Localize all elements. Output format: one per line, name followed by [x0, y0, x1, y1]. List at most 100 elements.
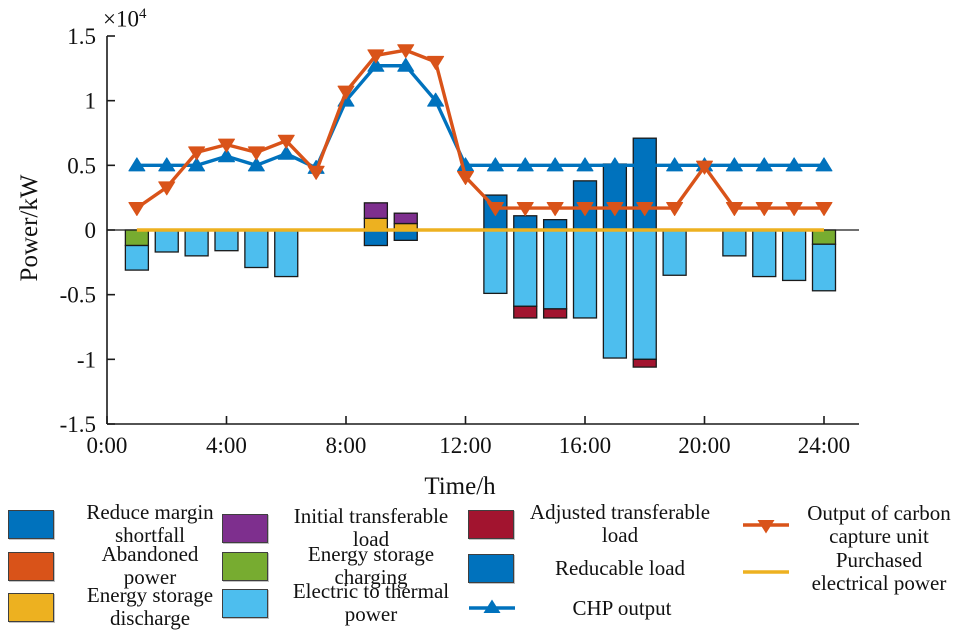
bar-electric_to_thermal_power [214, 229, 239, 252]
marker-carbon_capture_output [367, 49, 385, 64]
y-tick-label: 0 [85, 218, 97, 243]
marker-chp_output [755, 157, 773, 172]
bar-electric_to_thermal_power [752, 229, 777, 278]
marker-chp_output [427, 92, 445, 107]
marker-carbon_capture_output [576, 202, 594, 217]
bar-reducable_load [513, 215, 538, 231]
y-axis-label: Power/kW [16, 174, 43, 282]
bar-initial_transferable_load [393, 212, 418, 225]
bar-electric_to_thermal_power [662, 229, 687, 276]
marker-carbon_capture_output [247, 146, 265, 161]
marker-carbon_capture_output [307, 165, 325, 180]
legend-label-initial-transferable-load: Initial transferable load [293, 504, 449, 551]
x-tick-label: 24:00 [798, 433, 850, 458]
legend-item-initial-transferable-load: Initial transferable load [222, 504, 474, 551]
legend-swatch-reduce-margin-shortfall [8, 509, 54, 539]
legend-item-abandoned-power: Abandoned power [8, 542, 246, 589]
y-tick-label: -1 [77, 347, 96, 372]
marker-carbon_capture_output [188, 146, 206, 161]
bar-energy_storage_discharge [363, 217, 389, 231]
legend-item-purchased-electrical-power: Purchased electrical power [742, 549, 963, 595]
bar-electric_to_thermal_power [572, 229, 598, 319]
x-tick-label: 0:00 [87, 433, 128, 458]
marker-chp_output [725, 157, 743, 172]
marker-chp_output [576, 157, 594, 172]
marker-chp_output [486, 157, 504, 172]
purchased-power-line-icon [742, 560, 790, 584]
marker-carbon_capture_output [666, 202, 684, 217]
bar-electric_to_thermal_power [632, 229, 657, 360]
legend-label-energy-storage-charging: Energy storage charging [307, 542, 435, 589]
marker-carbon_capture_output [606, 202, 624, 217]
x-tick-label: 12:00 [439, 433, 491, 458]
legend-item-energy-storage-charging: Energy storage charging [222, 542, 474, 589]
bars [124, 137, 837, 368]
marker-carbon_capture_output [397, 44, 415, 59]
marker-chp_output [785, 157, 803, 172]
marker-carbon_capture_output [815, 202, 833, 217]
bar-reducable_load [602, 163, 628, 231]
bar-reduce_margin_shortfall [363, 229, 389, 247]
bar-electric_to_thermal_power [781, 229, 807, 282]
bar-electric_to_thermal_power [811, 243, 837, 292]
marker-carbon_capture_output [725, 202, 743, 217]
y-tick-label: -0.5 [60, 283, 96, 308]
bar-energy_storage_charging [811, 229, 837, 245]
legend-label-chp-output: CHP output [572, 595, 672, 620]
marker-chp_output [277, 145, 295, 160]
marker-carbon_capture_output [337, 85, 355, 100]
chp-line-marker-icon [468, 596, 516, 620]
marker-carbon_capture_output [516, 202, 534, 217]
marker-chp_output [636, 157, 654, 172]
legend-label-reduce-margin-shortfall: Reduce margin shortfall [86, 500, 214, 547]
legend-swatch-electric-to-thermal-power [222, 588, 268, 618]
carbon-capture-line-marker-icon [742, 513, 790, 537]
legend-label-adjusted-transferable-load: Adjusted transferable load [529, 500, 711, 547]
x-tick-label: 20:00 [678, 433, 730, 458]
marker-chp_output [158, 157, 176, 172]
bar-initial_transferable_load [363, 202, 389, 220]
axes: 1.5 1 0.5 0 -0.5 -1 -1.50:00 4:00 8:00 12:00 16:00… [60, 24, 859, 458]
marker-carbon_capture_output [755, 202, 773, 217]
bar-electric_to_thermal_power [722, 229, 747, 257]
line-carbon_capture_output [128, 44, 833, 217]
legend-swatch-reducable-load [468, 553, 514, 583]
legend-label-energy-storage-discharge: Energy storage discharge [86, 583, 214, 630]
legend-item-chp-output: CHP output [468, 586, 728, 630]
y-tick-label: -1.5 [60, 412, 96, 437]
marker-chp_output [815, 157, 833, 172]
legend-swatch-adjusted-transferable-load [468, 509, 514, 539]
plot-svg: 1.5 1 0.5 0 -0.5 -1 -1.50:00 4:00 8:00 12:00 16:00… [60, 24, 859, 458]
bar-energy_storage_charging [124, 229, 150, 247]
legend-item-energy-storage-discharge: Energy storage discharge [8, 583, 246, 630]
x-tick-label: 4:00 [206, 433, 247, 458]
legend-label-abandoned-power: Abandoned power [101, 542, 199, 589]
marker-carbon_capture_output [785, 202, 803, 217]
bar-adjusted_transferable_load [542, 308, 568, 319]
legend-item-adjusted-transferable-load: Adjusted transferable load [468, 500, 726, 547]
marker-carbon_capture_output [218, 138, 235, 153]
marker-chp_output [397, 57, 415, 72]
legend-label-carbon-capture-output: Output of carbon capture unit [807, 501, 951, 548]
bar-adjusted_transferable_load [632, 358, 657, 368]
bar-reducable_load [632, 137, 657, 231]
axis-exponent-label: ×104 [103, 6, 146, 33]
marker-carbon_capture_output [158, 181, 176, 196]
legend-swatch-initial-transferable-load [222, 513, 268, 543]
marker-chp_output [218, 148, 235, 163]
legend-swatch-abandoned-power [8, 551, 54, 581]
marker-chp_output [606, 157, 624, 172]
bar-electric_to_thermal_power [513, 229, 538, 307]
legend-swatch-energy-storage-discharge [8, 592, 54, 622]
legend-item-reducable-load: Reducable load [468, 546, 726, 590]
marker-carbon_capture_output [277, 134, 295, 149]
bar-electric_to_thermal_power [602, 229, 628, 359]
bar-adjusted_transferable_load [513, 305, 538, 319]
legend-item-reduce-margin-shortfall: Reduce margin shortfall [8, 500, 246, 547]
bar-electric_to_thermal_power [483, 229, 508, 295]
marker-carbon_capture_output [546, 202, 564, 217]
marker-carbon_capture_output [128, 202, 146, 217]
x-tick-label: 16:00 [559, 433, 611, 458]
marker-carbon_capture_output [457, 170, 474, 185]
